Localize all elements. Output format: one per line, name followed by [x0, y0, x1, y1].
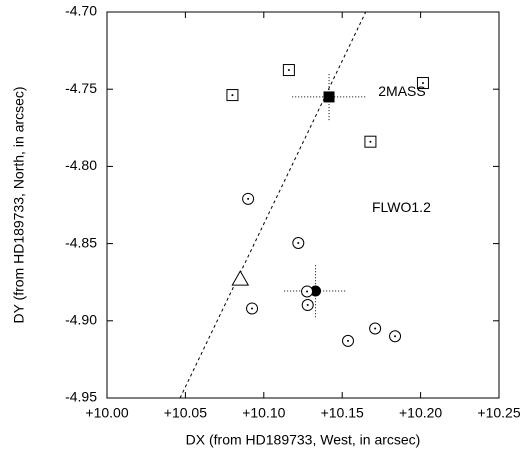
fit-line	[179, 11, 367, 399]
y-tick-label: -4.75	[65, 80, 97, 96]
y-tick-label: -4.80	[65, 157, 97, 173]
marker-dot	[374, 327, 377, 330]
y-tick-label: -4.95	[65, 389, 97, 405]
triangle-marker	[231, 270, 250, 286]
marker-dot	[306, 290, 309, 293]
marker-dot	[297, 241, 300, 244]
annotation: FLWO1.2	[372, 199, 431, 215]
marker-dot	[247, 197, 250, 200]
x-tick-label: +10.10	[242, 405, 285, 421]
x-tick-label: +10.00	[85, 405, 128, 421]
circle-marker	[310, 285, 322, 297]
x-tick-label: +10.15	[321, 405, 364, 421]
plot-frame	[106, 11, 500, 399]
marker-dot	[306, 304, 309, 307]
marker-dot	[251, 307, 254, 310]
annotation: 2MASS	[378, 83, 425, 99]
y-tick-label: -4.85	[65, 234, 97, 250]
square-marker	[323, 91, 335, 103]
marker-dot	[231, 94, 234, 97]
x-tick-label: +10.20	[399, 405, 442, 421]
marker-dot	[287, 69, 290, 72]
y-tick-label: -4.70	[65, 3, 97, 19]
x-axis-title: DX (from HD189733, West, in arcsec)	[186, 432, 421, 448]
marker-dot	[421, 82, 424, 85]
x-tick-label: +10.05	[164, 405, 207, 421]
y-tick-label: -4.90	[65, 312, 97, 328]
x-tick-label: +10.25	[477, 405, 520, 421]
y-axis-title: DY (from HD189733, North, in arcsec)	[11, 86, 27, 323]
marker-dot	[394, 335, 397, 338]
marker-dot	[369, 140, 372, 143]
marker-dot	[347, 339, 350, 342]
